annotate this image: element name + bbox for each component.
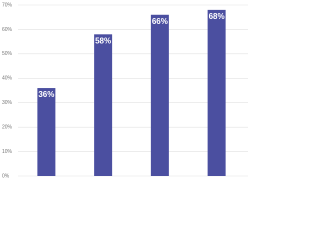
y-tick-label: 20% bbox=[2, 124, 13, 130]
bar bbox=[150, 14, 169, 177]
y-tick-label: 40% bbox=[2, 76, 13, 82]
bar bbox=[94, 34, 113, 176]
y-tick-label: 10% bbox=[2, 149, 13, 155]
chart: 0% 10% 20% 30% 40% 50% 60% 70% 36% 58% 66% 68% bbox=[2, 2, 248, 179]
y-tick-label: 30% bbox=[2, 100, 13, 106]
y-tick-label: 60% bbox=[2, 27, 13, 33]
bar bbox=[37, 88, 56, 176]
y-tick-label: 0% bbox=[2, 173, 10, 179]
bar bbox=[207, 9, 226, 177]
y-tick-label: 50% bbox=[2, 51, 13, 57]
value-label: 58% bbox=[95, 36, 111, 45]
value-label: 66% bbox=[152, 17, 168, 26]
y-tick-label: 70% bbox=[2, 2, 13, 8]
value-label: 68% bbox=[209, 12, 225, 21]
page: 0%10%20%30%40%50%60%70%36%58%66%68% (() … bbox=[2, 2, 248, 180]
value-label: 36% bbox=[38, 90, 54, 99]
